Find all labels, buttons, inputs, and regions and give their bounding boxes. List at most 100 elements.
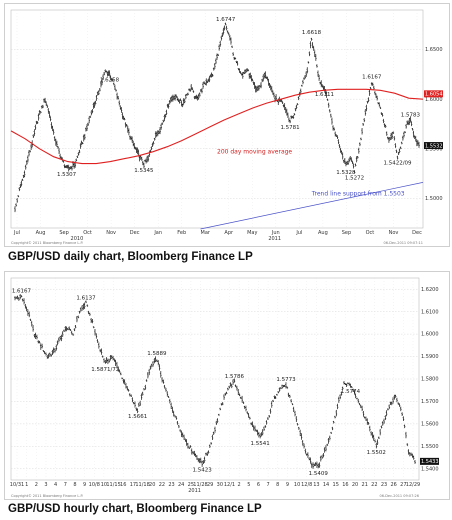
x-tick-label: 2 xyxy=(35,482,38,488)
price-annotation: 1.6167 xyxy=(362,75,382,81)
y-tick-label: 1.6000 xyxy=(425,97,443,103)
last-value-tag xyxy=(420,457,439,465)
x-tick-label: 4 xyxy=(54,482,57,488)
y-tick-label: 1.5800 xyxy=(421,377,439,383)
x-tick-label: 29 xyxy=(207,482,213,488)
trend-line xyxy=(200,182,424,230)
price-annotation: 1.5773 xyxy=(276,377,296,383)
price-annotation: 1.5345 xyxy=(134,168,154,174)
x-tick-label: 21 xyxy=(362,482,368,488)
x-tick-label: Mar xyxy=(201,230,211,236)
x-tick-label: Oct xyxy=(83,230,92,236)
y-tick-label: 1.6000 xyxy=(421,332,439,338)
x-tick-label: 1 xyxy=(25,482,28,488)
x-tick-label: 14 xyxy=(323,482,329,488)
x-tick-label: 26 xyxy=(390,482,396,488)
x-tick-label: Aug xyxy=(36,230,46,236)
y-tick-label: 1.6500 xyxy=(425,47,443,53)
x-tick-label: 20 xyxy=(149,482,155,488)
price-annotation: 1.5307 xyxy=(57,172,77,178)
daily-chart-caption: GBP/USD daily chart, Bloomberg Finance L… xyxy=(8,251,253,263)
last-value-tag-label: 1.5532 xyxy=(425,143,443,149)
chart-footer-copyright: Copyright© 2011 Bloomberg Finance L.P. xyxy=(11,241,83,245)
x-tick-label: Nov xyxy=(106,230,116,236)
x-tick-label: Aug xyxy=(318,230,328,236)
x-tick-label: 15 xyxy=(333,482,339,488)
last-value-tag xyxy=(424,142,443,150)
x-tick-label: 11/18 xyxy=(135,482,149,488)
price-annotation: 1.5502 xyxy=(367,450,386,456)
price-annotation: 1.5871/72 xyxy=(91,367,119,373)
x-tick-label: 12/8 xyxy=(301,482,312,488)
x-tick-label: Sep xyxy=(342,230,351,236)
price-annotation: 1.5409 xyxy=(309,471,329,477)
x-tick-label: Jun xyxy=(271,230,280,236)
x-tick-label: May xyxy=(247,230,257,236)
x-tick-label: Jan xyxy=(153,230,162,236)
chart-footer-timestamp: 06-Dec-2011 09:07:26 xyxy=(380,494,420,498)
price-annotation: 1.5328 xyxy=(336,170,356,176)
x-tick-label: Dec xyxy=(130,230,140,236)
x-tick-label: 8 xyxy=(73,482,76,488)
y-tick-label: 1.5000 xyxy=(425,196,443,202)
x-tick-label: 2 xyxy=(238,482,241,488)
x-tick-label: Oct xyxy=(366,230,375,236)
last-value-tag xyxy=(424,90,443,98)
x-tick-label: 8 xyxy=(276,482,279,488)
x-tick-label: 22 xyxy=(371,482,377,488)
y-tick-label: 1.5500 xyxy=(421,444,439,450)
x-tick-label: 9 xyxy=(83,482,86,488)
x-tick-label: 16 xyxy=(120,482,126,488)
x-tick-label: 22 xyxy=(159,482,165,488)
x-tick-label: 23 xyxy=(381,482,387,488)
x-tick-label: 20 xyxy=(352,482,358,488)
price-annotation: 1.5541 xyxy=(251,441,270,447)
x-tick-label: Nov xyxy=(389,230,399,236)
y-tick-label: 1.5600 xyxy=(421,421,439,427)
x-tick-label: 10 xyxy=(294,482,300,488)
price-annotation: 1.5781 xyxy=(280,125,299,131)
price-annotation: 1.6747 xyxy=(216,17,236,23)
y-tick-label: 1.6200 xyxy=(421,287,439,293)
price-annotation: 1.5889 xyxy=(147,351,167,357)
x-year-label: 2011 xyxy=(188,488,201,494)
hourly-chart: 1.6200 1.6100 1.6000 1.5900 1.5800 1.5700 1.56… xyxy=(10,277,439,498)
x-tick-label: Jul xyxy=(13,230,20,236)
y-tick-label: 1.5500 xyxy=(425,146,443,152)
y-tick-label: 1.6100 xyxy=(421,309,439,315)
x-tick-label: 27 xyxy=(400,482,406,488)
plot-area xyxy=(10,9,424,229)
x-tick-label: 11/15 xyxy=(106,482,120,488)
price-annotation: 1.5661 xyxy=(128,414,147,420)
moving-average-label: 200 day moving average xyxy=(217,149,292,156)
price-annotation: 1.6137 xyxy=(76,295,96,301)
x-tick-label: 25 xyxy=(188,482,194,488)
x-tick-label: 12/29 xyxy=(406,482,420,488)
price-annotation: 1.6618 xyxy=(302,30,322,36)
x-tick-label: 9 xyxy=(286,482,289,488)
price-annotation: 1.6111 xyxy=(315,92,334,98)
y-tick-label: 1.5900 xyxy=(421,354,439,360)
x-tick-label: 10/8 xyxy=(89,482,100,488)
price-annotation: 1.6167 xyxy=(12,289,32,295)
x-tick-label: Apr xyxy=(224,230,234,236)
x-tick-label: Feb xyxy=(177,230,186,236)
price-bars xyxy=(14,22,420,213)
price-annotation: 1.6258 xyxy=(100,78,120,84)
y-tick-label: 1.5400 xyxy=(421,466,439,472)
x-tick-label: 24 xyxy=(178,482,184,488)
price-annotation: 1.5422/09 xyxy=(383,160,412,166)
moving-average-line xyxy=(10,88,424,165)
x-tick-label: 16 xyxy=(342,482,348,488)
x-tick-label: Dec xyxy=(412,230,422,236)
x-tick-label: 17 xyxy=(130,482,136,488)
x-year-label: 2011 xyxy=(268,236,281,242)
x-tick-label: 30 xyxy=(217,482,223,488)
chart-footer-copyright: Copyright© 2011 Bloomberg Finance L.P. xyxy=(11,494,83,498)
x-tick-label: 7 xyxy=(267,482,270,488)
x-tick-label: 6 xyxy=(257,482,260,488)
x-tick-label: 3 xyxy=(44,482,47,488)
x-year-label: 2010 xyxy=(71,236,84,242)
daily-chart: 1.6500 1.6000 1.5500 1.5000 Jul Aug Sep Oct Nov D… xyxy=(10,9,443,245)
x-tick-label: 11/28 xyxy=(193,482,207,488)
